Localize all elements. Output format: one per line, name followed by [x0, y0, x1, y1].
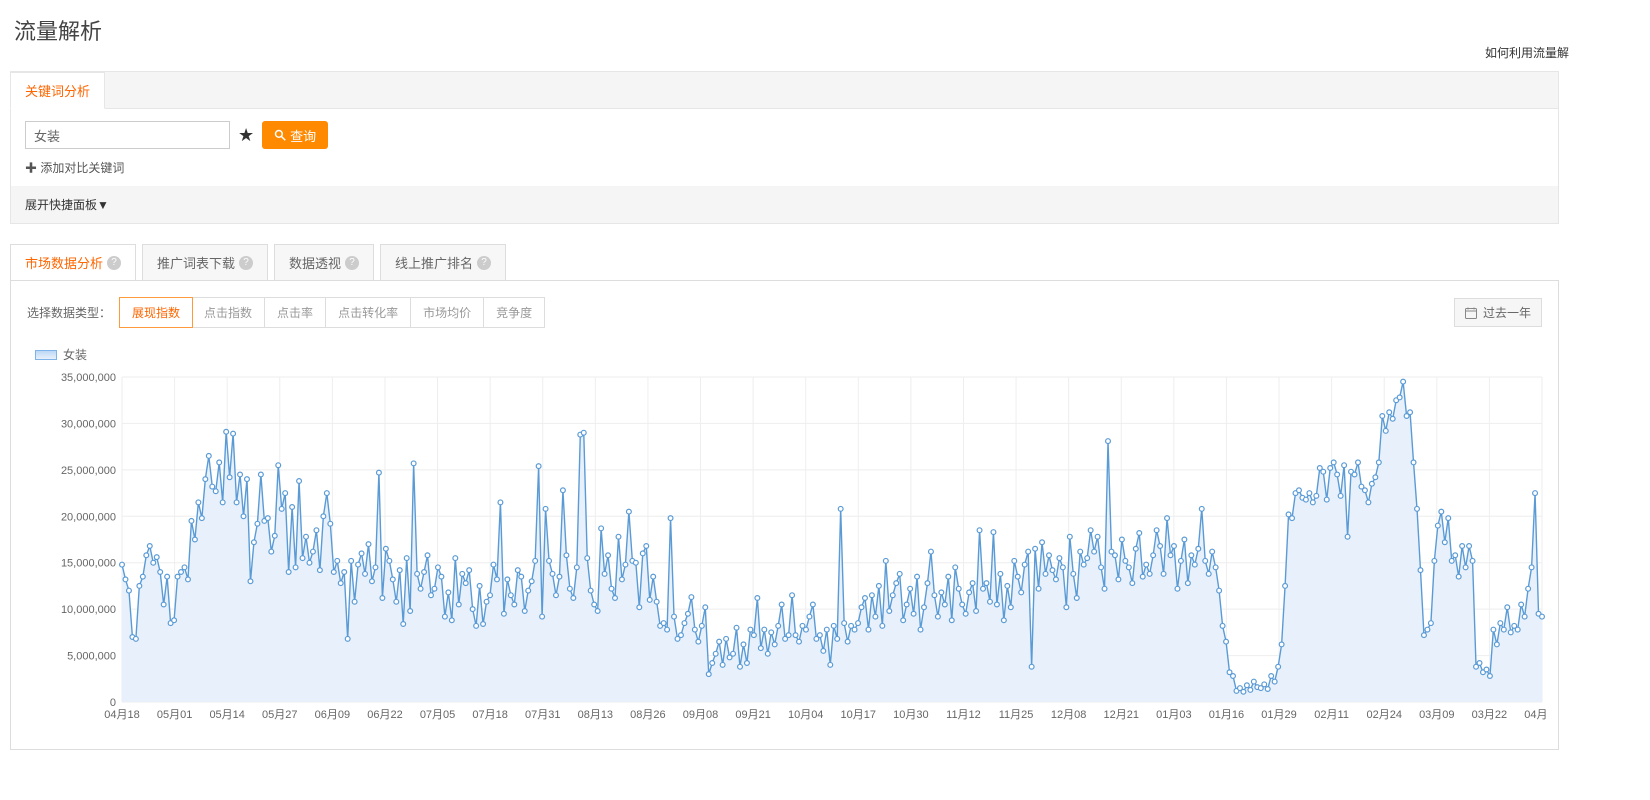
svg-text:35,000,000: 35,000,000 [61, 372, 116, 384]
svg-text:06月09: 06月09 [315, 709, 350, 721]
svg-text:10月04: 10月04 [788, 709, 823, 721]
svg-text:10月30: 10月30 [893, 709, 928, 721]
analysis-tab-3[interactable]: 线上推广排名? [380, 244, 506, 280]
date-range-button[interactable]: 过去一年 [1454, 298, 1542, 327]
svg-text:01月03: 01月03 [1156, 709, 1191, 721]
svg-text:08月13: 08月13 [578, 709, 613, 721]
legend-label: 女装 [63, 346, 87, 363]
help-icon[interactable]: ? [477, 256, 491, 270]
analysis-tab-2[interactable]: 数据透视? [274, 244, 374, 280]
chart-legend: 女装 [35, 346, 1542, 363]
data-type-option-4[interactable]: 市场均价 [411, 298, 484, 327]
svg-text:07月18: 07月18 [472, 709, 507, 721]
help-icon[interactable]: ? [345, 256, 359, 270]
svg-text:02月11: 02月11 [1314, 709, 1349, 721]
data-type-option-3[interactable]: 点击转化率 [326, 298, 411, 327]
data-type-label: 选择数据类型： [27, 304, 111, 321]
svg-text:0: 0 [110, 697, 116, 709]
data-type-option-0[interactable]: 展现指数 [119, 297, 193, 328]
query-button[interactable]: 查询 [262, 121, 328, 149]
svg-text:20,000,000: 20,000,000 [61, 511, 116, 523]
svg-text:05月14: 05月14 [209, 709, 244, 721]
data-type-option-5[interactable]: 竞争度 [484, 298, 544, 327]
data-type-option-1[interactable]: 点击指数 [192, 298, 265, 327]
svg-text:01月29: 01月29 [1261, 709, 1296, 721]
analysis-tab-label: 线上推广排名 [395, 253, 473, 272]
svg-text:01月16: 01月16 [1209, 709, 1244, 721]
help-link[interactable]: 如何利用流量解 [1485, 14, 1569, 61]
search-icon [274, 129, 286, 141]
svg-text:25,000,000: 25,000,000 [61, 465, 116, 477]
svg-text:05月01: 05月01 [157, 709, 192, 721]
svg-text:11月12: 11月12 [946, 709, 981, 721]
svg-text:15,000,000: 15,000,000 [61, 558, 116, 570]
svg-text:07月05: 07月05 [420, 709, 455, 721]
date-range-label: 过去一年 [1483, 304, 1531, 321]
svg-text:03月22: 03月22 [1472, 709, 1507, 721]
svg-text:05月27: 05月27 [262, 709, 297, 721]
keyword-input[interactable] [25, 121, 230, 149]
svg-text:09月08: 09月08 [683, 709, 718, 721]
svg-text:04月04: 04月04 [1524, 709, 1547, 721]
calendar-icon [1465, 307, 1477, 319]
data-type-option-2[interactable]: 点击率 [265, 298, 326, 327]
analysis-tab-label: 市场数据分析 [25, 253, 103, 272]
svg-text:04月18: 04月18 [104, 709, 139, 721]
chart-panel: 选择数据类型： 展现指数点击指数点击率点击转化率市场均价竞争度 过去一年 女装 … [10, 280, 1559, 750]
help-icon[interactable]: ? [107, 256, 121, 270]
legend-swatch-icon [35, 350, 57, 360]
svg-text:12月08: 12月08 [1051, 709, 1086, 721]
analysis-tab-label: 数据透视 [289, 253, 341, 272]
data-type-buttons: 展现指数点击指数点击率点击转化率市场均价竞争度 [119, 297, 545, 328]
analysis-tab-0[interactable]: 市场数据分析? [10, 244, 136, 280]
svg-text:08月26: 08月26 [630, 709, 665, 721]
expand-quick-panel[interactable]: 展开快捷面板▼ [11, 186, 1558, 223]
favorite-star-icon[interactable]: ★ [238, 125, 254, 146]
tab-keyword-analysis[interactable]: 关键词分析 [10, 72, 105, 109]
line-chart: 0 5,000,000 10,000,000 15,000,000 20,000,000… [27, 367, 1547, 739]
svg-text:10月17: 10月17 [841, 709, 876, 721]
help-icon[interactable]: ? [239, 256, 253, 270]
svg-text:03月09: 03月09 [1419, 709, 1454, 721]
svg-text:30,000,000: 30,000,000 [61, 418, 116, 430]
svg-text:5,000,000: 5,000,000 [67, 651, 116, 663]
keyword-panel: 关键词分析 ★ 查询 ✚ 添加对比关键词 展开快捷面板▼ [10, 71, 1559, 224]
analysis-tab-1[interactable]: 推广词表下载? [142, 244, 268, 280]
svg-text:12月21: 12月21 [1104, 709, 1139, 721]
svg-text:11月25: 11月25 [999, 709, 1034, 721]
add-compare-keyword[interactable]: ✚ 添加对比关键词 [11, 153, 1558, 186]
svg-text:07月31: 07月31 [525, 709, 560, 721]
analysis-tabs: 市场数据分析?推广词表下载?数据透视?线上推广排名? [10, 244, 1559, 280]
page-title: 流量解析 [14, 14, 102, 46]
svg-text:10,000,000: 10,000,000 [61, 604, 116, 616]
analysis-tab-label: 推广词表下载 [157, 253, 235, 272]
svg-text:06月22: 06月22 [367, 709, 402, 721]
query-button-label: 查询 [290, 126, 316, 145]
svg-text:02月24: 02月24 [1366, 709, 1401, 721]
svg-text:09月21: 09月21 [735, 709, 770, 721]
